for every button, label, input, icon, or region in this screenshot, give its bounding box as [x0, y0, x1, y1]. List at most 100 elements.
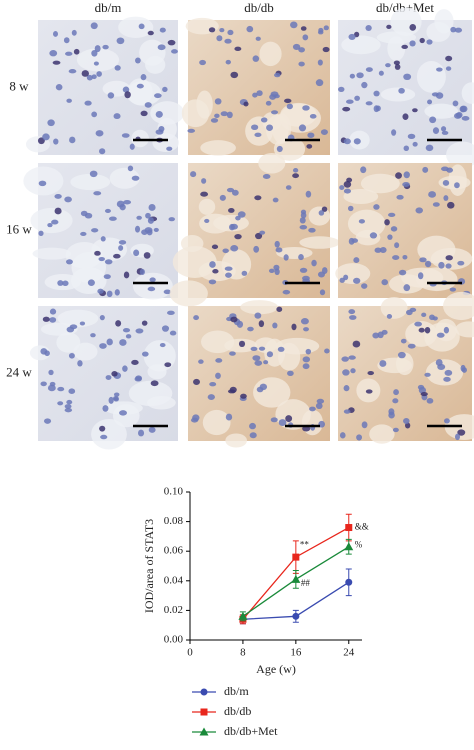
nucleus: [124, 91, 131, 99]
nucleus: [212, 269, 219, 274]
nucleus: [445, 66, 452, 71]
nucleus: [113, 113, 121, 120]
nucleus: [265, 100, 272, 106]
nucleus: [100, 434, 108, 440]
nucleus: [356, 72, 364, 79]
nucleus: [226, 111, 233, 119]
nucleus: [315, 79, 324, 87]
micrograph: [25, 16, 185, 155]
nucleus: [260, 117, 268, 123]
tubule: [126, 80, 162, 106]
nucleus: [354, 95, 360, 101]
nucleus: [350, 368, 356, 374]
nucleus: [163, 289, 172, 295]
nucleus: [343, 138, 351, 145]
legend-label: db/db: [224, 704, 251, 718]
nucleus: [114, 289, 120, 296]
y-axis-label: IOD/area of STAT3: [142, 519, 156, 613]
nucleus: [122, 365, 128, 372]
nucleus: [49, 50, 58, 57]
nucleus: [455, 112, 463, 119]
nucleus: [305, 190, 312, 198]
nucleus: [379, 246, 387, 253]
y-tick-label: 0.06: [164, 545, 184, 557]
nucleus: [343, 385, 350, 392]
significance-mark: %: [355, 539, 363, 549]
tubule: [446, 141, 474, 168]
nucleus: [256, 90, 263, 97]
nucleus: [424, 260, 432, 268]
nucleus: [80, 231, 87, 237]
nucleus: [436, 332, 445, 338]
nucleus: [66, 399, 73, 405]
nucleus: [90, 333, 96, 338]
nucleus: [284, 98, 292, 104]
nucleus: [99, 425, 106, 432]
nucleus: [193, 315, 199, 321]
tubule: [258, 153, 286, 174]
legend-symbol: [200, 708, 208, 716]
nucleus: [241, 270, 248, 276]
nucleus: [397, 351, 406, 359]
nucleus: [87, 279, 95, 287]
nucleus: [250, 346, 258, 352]
legend-symbol: [200, 688, 208, 696]
nucleus: [274, 240, 280, 248]
row-label: 24 w: [6, 364, 32, 379]
nucleus: [104, 259, 113, 265]
nucleus: [252, 355, 261, 361]
nucleus: [300, 212, 307, 219]
nucleus: [338, 86, 345, 92]
nucleus: [161, 325, 170, 332]
nucleus: [84, 100, 92, 106]
nucleus: [311, 259, 317, 267]
image-grid: db/m db/db db/db+Met 8 w 16 w 24 w: [6, 0, 474, 450]
nucleus: [93, 191, 102, 196]
nucleus: [457, 260, 465, 266]
nucleus: [193, 378, 200, 386]
nucleus: [119, 410, 127, 416]
nucleus: [48, 369, 54, 376]
nucleus: [440, 126, 447, 132]
nucleus: [136, 83, 144, 89]
nucleus: [353, 257, 360, 263]
nucleus: [358, 219, 366, 224]
nucleus: [422, 166, 429, 173]
nucleus: [127, 165, 134, 172]
row-label: 8 w: [9, 78, 29, 93]
nucleus: [207, 394, 215, 401]
nucleus: [47, 223, 53, 228]
nucleus: [361, 283, 368, 289]
nucleus: [292, 173, 300, 179]
tubule: [416, 60, 446, 93]
tubule: [169, 280, 208, 307]
nucleus: [306, 144, 313, 149]
nucleus: [460, 105, 468, 113]
nucleus: [108, 396, 114, 404]
nucleus: [47, 384, 56, 392]
nucleus: [285, 415, 293, 423]
tubule: [347, 209, 386, 238]
nucleus: [159, 27, 166, 33]
nucleus: [230, 245, 239, 252]
legend-label: db/m: [224, 684, 249, 698]
nucleus: [91, 74, 97, 80]
nucleus: [86, 74, 93, 81]
nucleus: [438, 261, 445, 269]
nucleus: [441, 166, 449, 172]
tubule: [76, 48, 120, 72]
nucleus: [432, 127, 440, 134]
nucleus: [298, 47, 305, 53]
nucleus: [420, 392, 428, 397]
nucleus: [419, 257, 427, 263]
nucleus: [168, 217, 175, 222]
nucleus: [49, 381, 56, 387]
nucleus: [47, 119, 55, 127]
nucleus: [403, 284, 411, 292]
nucleus: [238, 340, 246, 347]
nucleus: [292, 43, 301, 50]
nucleus: [283, 254, 289, 261]
tubule: [181, 99, 210, 128]
nucleus: [343, 188, 351, 194]
nucleus: [155, 110, 163, 118]
